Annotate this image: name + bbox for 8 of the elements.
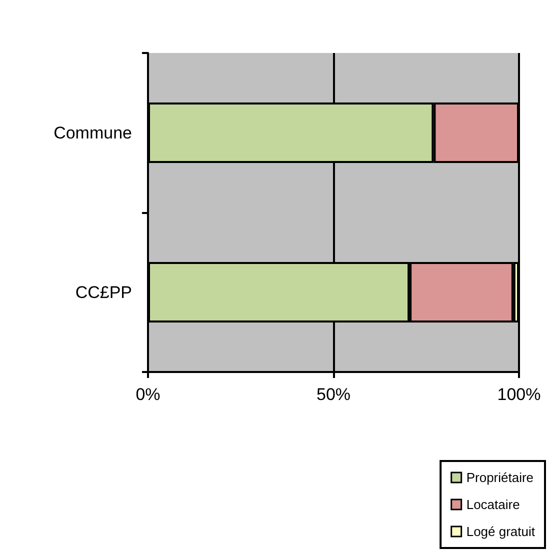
x-tick-label: 100% <box>497 385 541 404</box>
legend-label: Propriétaire <box>466 470 534 485</box>
legend-label: Logé gratuit <box>466 524 536 539</box>
y-tick-label: CC£PP <box>75 282 132 302</box>
x-tick-label: 50% <box>316 385 351 404</box>
x-tick-label: 0% <box>136 385 160 404</box>
legend-label: Locataire <box>466 497 520 512</box>
y-tick-label: Commune <box>54 123 132 142</box>
